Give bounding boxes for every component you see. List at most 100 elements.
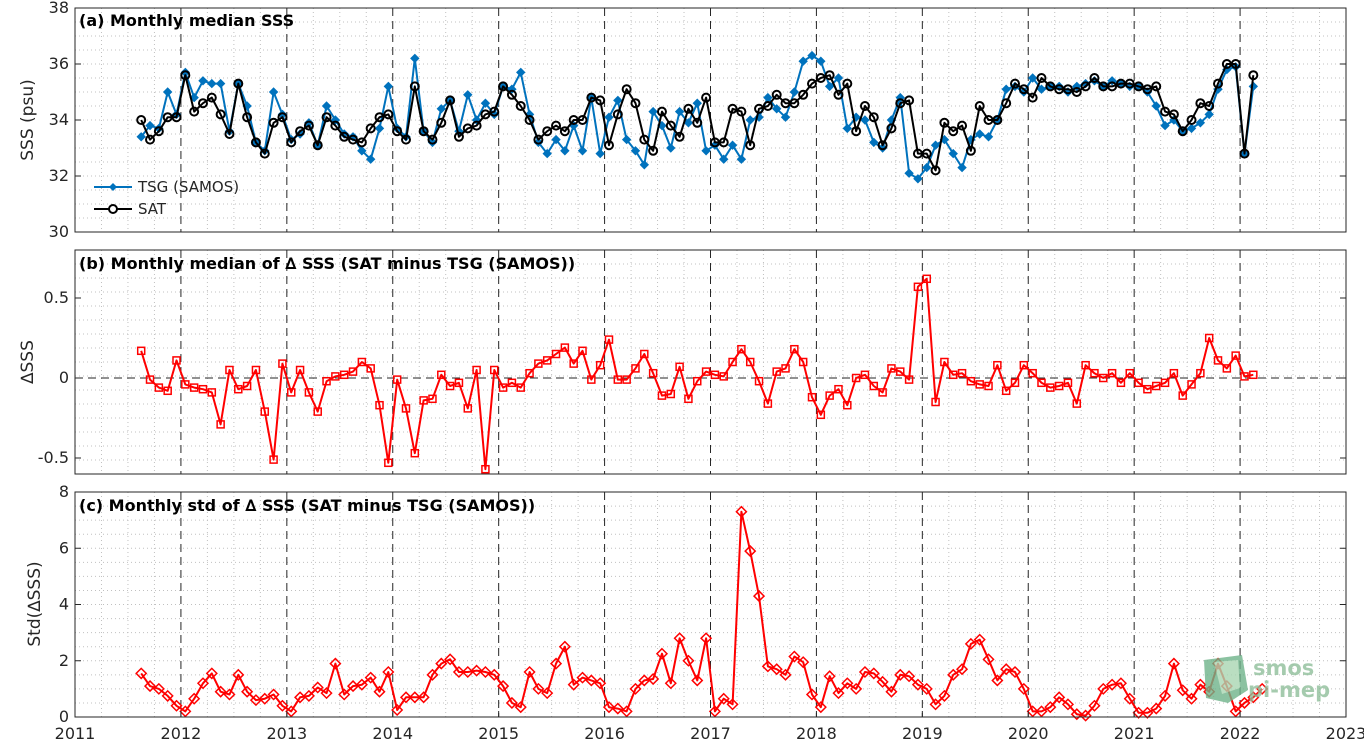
data-point [1037,378,1046,388]
data-point [285,705,298,718]
data-point [560,146,570,156]
data-point [843,400,852,410]
data-point [410,53,420,64]
data-point [437,370,446,380]
data-point [938,689,951,702]
data-point [666,143,676,153]
data-point [322,376,331,386]
data-point [1249,370,1258,380]
xtick-label: 2013 [266,724,307,743]
series-line-1 [140,63,1255,172]
data-point [992,115,1003,125]
data-point [1046,383,1055,392]
data-point [268,117,279,128]
data-point [436,104,447,114]
data-point [1124,78,1135,89]
data-point [727,103,738,114]
data-point [1239,148,1250,159]
data-point [1036,73,1047,83]
data-point [772,367,781,376]
xtick-label: 2019 [902,724,943,743]
data-point [419,396,428,405]
data-point [505,696,518,709]
data-point [850,682,863,695]
data-point [525,368,534,378]
data-point [1204,101,1215,111]
data-point [913,282,923,292]
data-point [242,112,253,123]
data-point [922,274,931,284]
data-point [964,637,977,650]
data-point [754,103,765,114]
data-point [136,115,147,125]
data-point [576,671,589,684]
data-point [225,365,234,375]
data-point [851,373,861,383]
xtick-label: 2016 [584,724,625,743]
data-point [648,145,659,156]
data-point [329,657,342,670]
data-point [179,705,192,718]
data-point [1248,81,1259,92]
data-point [805,688,819,701]
data-point [1026,705,1039,718]
data-point [877,143,888,153]
data-point [957,162,967,173]
panel-b-axes-box [74,249,1347,475]
data-point [470,664,483,677]
data-point [1000,663,1013,676]
data-point [648,106,658,117]
data-point [613,95,623,106]
data-point [1063,378,1073,388]
ytick-label: 8 [59,482,69,501]
data-point [463,90,473,100]
data-point [807,78,818,89]
data-point [1229,705,1242,718]
data-point [781,364,790,373]
data-point [869,381,879,391]
data-point [911,678,924,691]
data-point [241,685,254,698]
data-point [1027,92,1038,103]
data-point [1123,692,1136,705]
data-point [612,109,623,120]
data-point [145,120,155,131]
data-point [188,692,201,705]
legend-sat-marker [108,204,118,214]
data-point [514,701,527,714]
data-point [1008,665,1022,679]
data-point [189,383,199,392]
data-point [1019,360,1029,370]
data-point [313,407,322,416]
logo-line2: pi-mep [1248,678,1330,702]
data-point [920,682,933,695]
data-point [1141,706,1154,719]
data-point [357,357,367,367]
data-point [868,112,879,123]
data-point [321,112,332,123]
data-point [736,154,747,164]
data-point [428,394,437,404]
data-point [807,392,817,402]
panel-c: 0 2 4 6 8 2011 2012 2013 2014 2015 2016 2017 2018 20… [25,482,1364,743]
data-point [471,120,482,131]
data-point [143,680,157,693]
data-point [683,103,694,114]
data-point [558,640,571,653]
data-point [939,117,950,128]
data-point [1017,682,1030,695]
xtick-label: 2020 [1008,724,1049,743]
data-point [399,691,413,704]
data-point [233,78,244,89]
data-point [1142,84,1153,95]
data-point [807,50,817,61]
data-point [198,384,208,394]
data-point [1185,692,1198,705]
ytick-label: -0.5 [38,448,69,467]
data-point [560,343,570,352]
data-point [940,357,949,367]
data-point [639,160,650,170]
data-point [929,698,942,711]
xtick-label: 2014 [372,724,413,743]
data-point [1001,84,1011,94]
